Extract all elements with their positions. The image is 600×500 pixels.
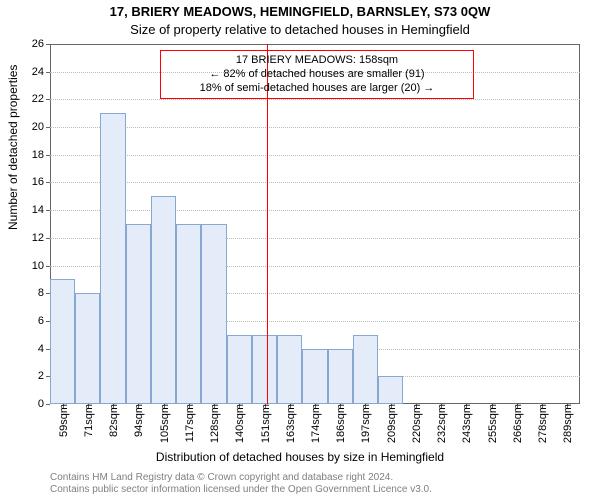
- histogram-bar: [176, 224, 201, 404]
- x-tick-label: 255sqm: [485, 404, 499, 443]
- gridline: [50, 155, 580, 156]
- x-tick-label: 163sqm: [283, 404, 297, 443]
- footer-line-2: Contains public sector information licen…: [50, 484, 580, 496]
- x-tick-label: 266sqm: [510, 404, 524, 443]
- histogram-bar: [126, 224, 151, 404]
- histogram-bar: [201, 224, 226, 404]
- x-tick-label: 278sqm: [535, 404, 549, 443]
- footer-text: Contains HM Land Registry data © Crown c…: [50, 472, 580, 496]
- y-tick-mark: [46, 44, 50, 45]
- x-tick-label: 94sqm: [131, 404, 145, 437]
- gridline: [50, 127, 580, 128]
- chart-title-main: 17, BRIERY MEADOWS, HEMINGFIELD, BARNSLE…: [0, 4, 600, 19]
- histogram-bar: [277, 335, 302, 404]
- y-tick-mark: [46, 266, 50, 267]
- y-tick-mark: [46, 238, 50, 239]
- footer-line-1: Contains HM Land Registry data © Crown c…: [50, 472, 580, 484]
- axis-top: [50, 44, 580, 45]
- y-tick-mark: [46, 404, 50, 405]
- annotation-box: 17 BRIERY MEADOWS: 158sqm← 82% of detach…: [160, 50, 474, 99]
- histogram-bar: [100, 113, 125, 404]
- chart-title-sub: Size of property relative to detached ho…: [0, 22, 600, 37]
- x-tick-label: 232sqm: [434, 404, 448, 443]
- histogram-bar: [227, 335, 252, 404]
- annotation-line: ← 82% of detached houses are smaller (91…: [167, 68, 467, 82]
- x-tick-label: 220sqm: [409, 404, 423, 443]
- y-tick-mark: [46, 99, 50, 100]
- plot-area: 0246810121416182022242659sqm71sqm82sqm94…: [50, 44, 580, 404]
- x-tick-label: 243sqm: [459, 404, 473, 443]
- histogram-bar: [378, 376, 403, 404]
- x-tick-label: 140sqm: [232, 404, 246, 443]
- chart-container: 17, BRIERY MEADOWS, HEMINGFIELD, BARNSLE…: [0, 0, 600, 500]
- histogram-bar: [353, 335, 378, 404]
- histogram-bar: [75, 293, 100, 404]
- x-tick-label: 151sqm: [258, 404, 272, 443]
- x-tick-label: 59sqm: [56, 404, 70, 437]
- histogram-bar: [151, 196, 176, 404]
- x-tick-label: 82sqm: [106, 404, 120, 437]
- annotation-line: 17 BRIERY MEADOWS: 158sqm: [167, 54, 467, 68]
- y-tick-mark: [46, 155, 50, 156]
- gridline: [50, 210, 580, 211]
- histogram-bar: [302, 349, 327, 404]
- x-axis-label: Distribution of detached houses by size …: [0, 450, 600, 464]
- y-tick-mark: [46, 127, 50, 128]
- x-tick-label: 117sqm: [182, 404, 196, 442]
- x-tick-label: 209sqm: [384, 404, 398, 443]
- annotation-line: 18% of semi-detached houses are larger (…: [167, 82, 467, 96]
- x-tick-label: 174sqm: [308, 404, 322, 443]
- y-tick-mark: [46, 210, 50, 211]
- histogram-bar: [328, 349, 353, 404]
- x-tick-label: 105sqm: [157, 404, 171, 443]
- y-axis-label: Number of detached properties: [6, 65, 20, 230]
- gridline: [50, 99, 580, 100]
- axis-right: [579, 44, 580, 404]
- x-tick-label: 186sqm: [333, 404, 347, 443]
- x-tick-label: 71sqm: [81, 404, 95, 437]
- y-tick-mark: [46, 72, 50, 73]
- y-tick-mark: [46, 182, 50, 183]
- histogram-bar: [252, 335, 277, 404]
- histogram-bar: [50, 279, 75, 404]
- x-tick-label: 197sqm: [358, 404, 372, 443]
- x-tick-label: 128sqm: [207, 404, 221, 443]
- gridline: [50, 182, 580, 183]
- x-tick-label: 289sqm: [560, 404, 574, 443]
